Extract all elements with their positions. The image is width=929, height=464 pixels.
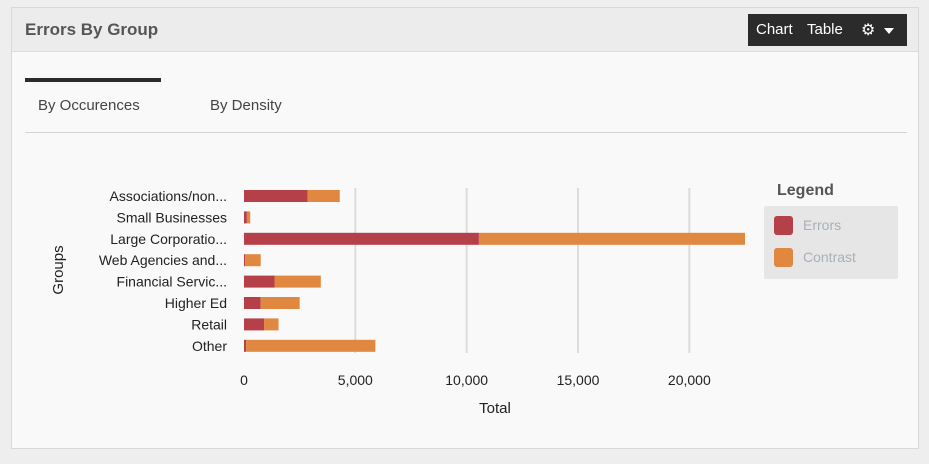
panel-header: Errors By Group Chart Table ⚙ [12, 8, 918, 52]
bar-errors[interactable] [244, 232, 479, 245]
category-label: Web Agencies and... [99, 252, 227, 268]
table-view-button[interactable]: Table [807, 21, 843, 38]
x-axis-title: Total [479, 400, 511, 417]
bar-contrast[interactable] [264, 318, 279, 331]
tab-by-density[interactable]: By Density [210, 97, 282, 114]
legend: Errors Contrast [764, 206, 898, 279]
x-tick-label: 10,000 [445, 372, 488, 388]
tab-by-occurences[interactable]: By Occurences [38, 97, 140, 114]
category-label: Financial Servic... [117, 274, 227, 290]
active-tab-indicator [25, 78, 161, 82]
bar-contrast[interactable] [307, 190, 340, 202]
stacked-bar-chart: 0 5,000 10,000 15,000 20,000 Associations/non… [50, 188, 745, 417]
category-label: Small Businesses [117, 209, 228, 225]
category-label: Other [192, 338, 227, 354]
bar-errors[interactable] [244, 318, 265, 331]
bar-contrast[interactable] [245, 254, 261, 267]
bar-errors[interactable] [244, 190, 308, 202]
view-toolbar: Chart Table ⚙ [748, 14, 907, 46]
panel-title: Errors By Group [25, 20, 159, 39]
bar-contrast[interactable] [478, 232, 745, 245]
legend-label-errors: Errors [803, 217, 842, 233]
bar-errors[interactable] [244, 297, 261, 309]
bar-contrast[interactable] [274, 275, 321, 288]
chevron-down-icon[interactable] [884, 28, 894, 34]
bar-errors[interactable] [244, 211, 247, 224]
errors-by-group-panel: Errors By Group Chart Table ⚙ By Occuren… [11, 7, 919, 449]
chart-view-button[interactable]: Chart [756, 21, 793, 38]
legend-swatch-errors [774, 216, 793, 235]
tab-bar: By Occurences By Density [25, 78, 907, 133]
x-tick-label: 0 [240, 372, 248, 388]
category-label: Higher Ed [165, 295, 227, 311]
legend-label-contrast: Contrast [803, 249, 856, 265]
bar-contrast[interactable] [260, 297, 300, 309]
bar-contrast[interactable] [246, 339, 376, 352]
category-label: Retail [191, 316, 227, 332]
bar-errors[interactable] [244, 339, 247, 352]
legend-swatch-contrast [774, 248, 793, 267]
category-label: Associations/non... [109, 188, 227, 204]
x-tick-label: 5,000 [338, 372, 373, 388]
y-axis-title: Groups [50, 245, 67, 294]
x-tick-label: 20,000 [668, 372, 711, 388]
category-label: Large Corporatio... [110, 231, 227, 247]
bar-errors[interactable] [244, 254, 246, 267]
gear-icon[interactable]: ⚙ [861, 22, 876, 39]
bar-contrast[interactable] [246, 211, 251, 224]
bar-errors[interactable] [244, 275, 275, 288]
x-tick-label: 15,000 [557, 372, 600, 388]
legend-title: Legend [777, 182, 834, 199]
